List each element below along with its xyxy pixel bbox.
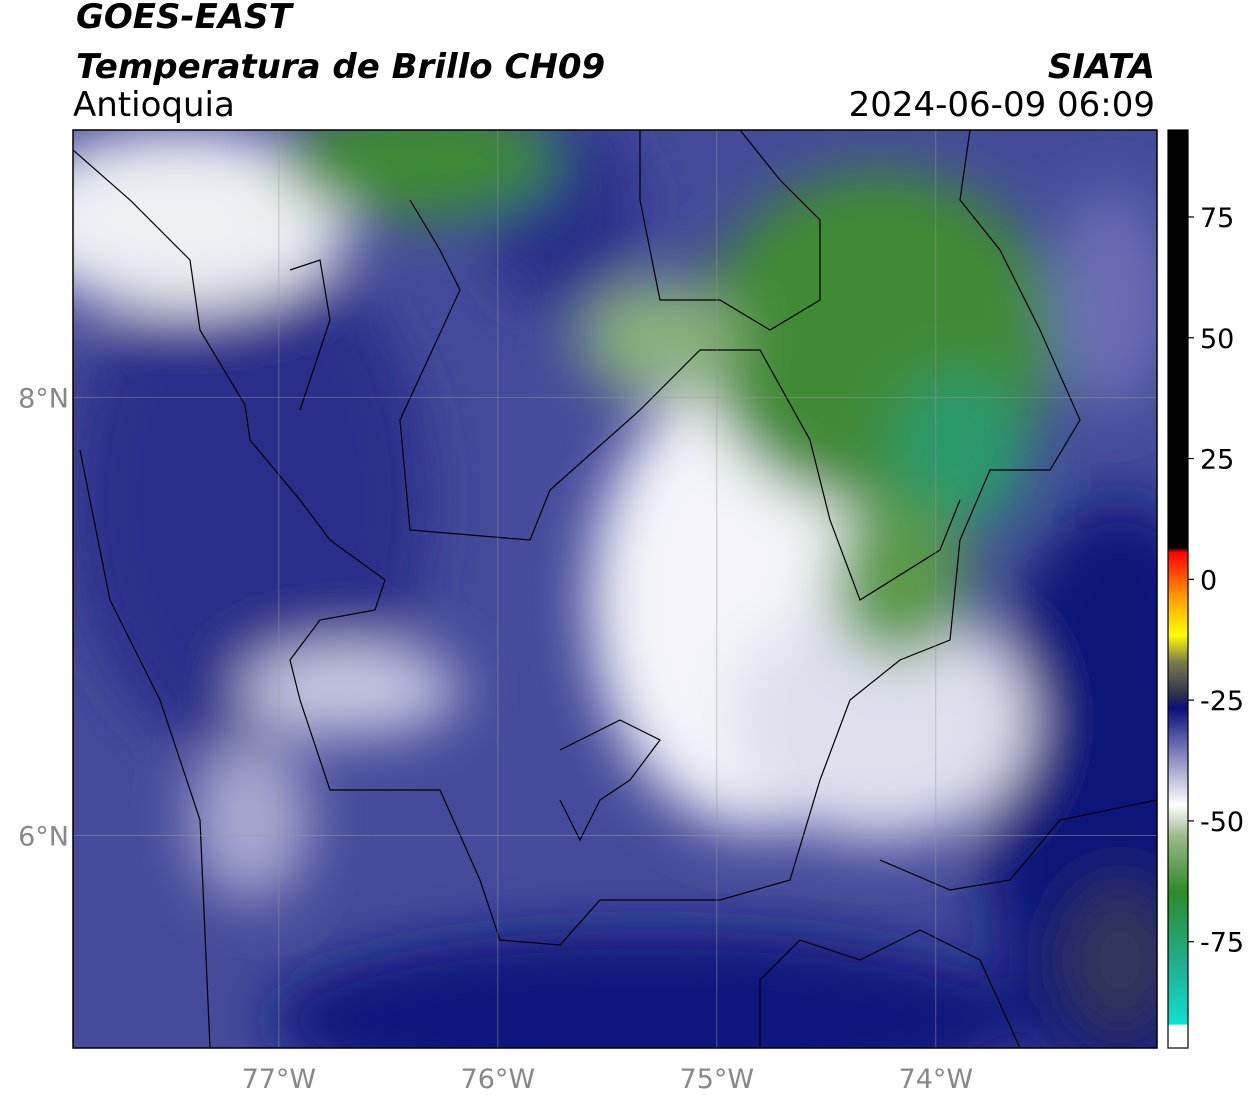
- y-tick-label: 6°N: [18, 821, 69, 852]
- satellite-image: [73, 130, 1157, 1048]
- colorbar-tick-label: -75: [1200, 928, 1244, 959]
- satellite-title: GOES-EAST: [76, 0, 295, 37]
- colorbar-tick-label: 75: [1200, 203, 1234, 234]
- region: Antioquia: [73, 85, 235, 125]
- colorbar-tick-label: -25: [1200, 686, 1244, 717]
- x-tick-label: 77°W: [242, 1064, 317, 1095]
- colorbar: [1167, 129, 1189, 1049]
- agency: SIATA: [1048, 47, 1155, 87]
- datetime: 2024-06-09 06:09: [849, 85, 1155, 125]
- colorbar-tick-label: 0: [1200, 565, 1217, 596]
- colorbar-tick-label: 50: [1200, 324, 1234, 355]
- map-frame: [72, 129, 1158, 1049]
- y-tick-label: 8°N: [18, 383, 69, 414]
- x-tick-label: 74°W: [899, 1064, 974, 1095]
- product-title: Temperatura de Brillo CH09: [76, 47, 605, 87]
- colorbar-tick-label: 25: [1200, 445, 1234, 476]
- graticule: [73, 130, 1157, 1048]
- colorbar-tick-label: -50: [1200, 807, 1244, 838]
- x-tick-label: 75°W: [680, 1064, 755, 1095]
- x-tick-label: 76°W: [461, 1064, 536, 1095]
